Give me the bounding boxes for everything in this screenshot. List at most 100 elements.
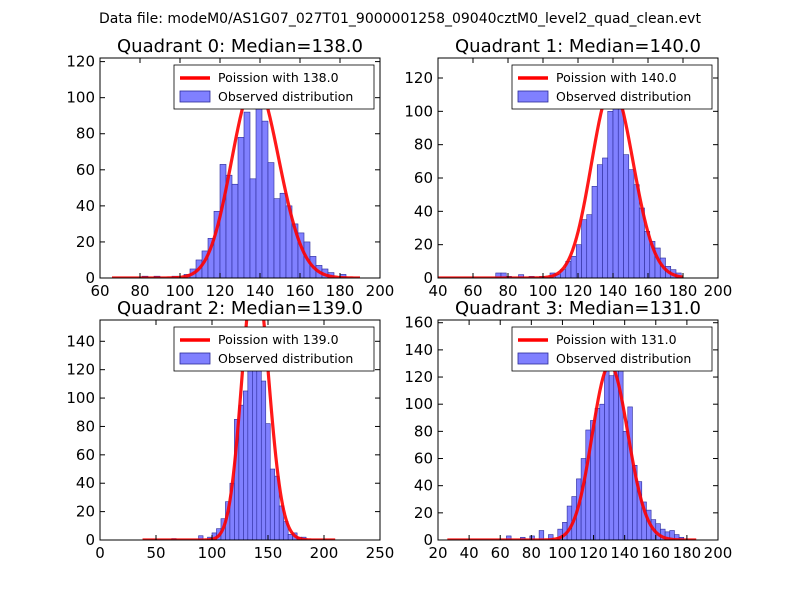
poisson-curve (438, 85, 684, 278)
histogram-bar (627, 406, 633, 540)
plot-area (112, 80, 361, 278)
x-tick-label: 120 (564, 282, 593, 300)
x-tick-label: 60 (463, 282, 482, 300)
histogram-bar (575, 244, 582, 278)
subplot-title: Quadrant 3: Median=131.0 (455, 298, 701, 319)
legend-label-observed: Observed distribution (556, 89, 691, 104)
y-tick-label: 120 (404, 69, 433, 87)
histogram-bar (269, 468, 276, 540)
y-tick-label: 120 (66, 361, 95, 379)
histogram-bar (617, 97, 624, 278)
y-tick-label: 60 (76, 161, 95, 179)
plot-area (142, 320, 336, 540)
x-tick-label: 160 (634, 282, 663, 300)
plot-area (438, 85, 684, 278)
x-tick-label: 200 (704, 544, 733, 562)
x-tick-label: 200 (310, 544, 339, 562)
axes-frame (99, 319, 381, 541)
histogram-bar (612, 94, 619, 278)
histogram-bar (622, 431, 629, 540)
figure-suptitle: Data file: modeM0/AS1G07_027T01_90000012… (99, 11, 701, 27)
y-tick-label: 60 (76, 446, 95, 464)
y-tick-label: 40 (414, 477, 433, 495)
x-tick-label: 150 (254, 544, 283, 562)
histogram-bar (538, 530, 545, 540)
x-tick-label: 100 (548, 544, 577, 562)
x-tick-label: 200 (366, 282, 395, 300)
y-tick-label: 40 (76, 474, 95, 492)
y-tick-label: 100 (404, 395, 433, 413)
legend-bar-swatch (517, 352, 549, 365)
legend-label-poisson: Poission with 139.0 (218, 332, 339, 347)
histogram-bar (602, 157, 609, 278)
axes-frame (99, 57, 381, 279)
legend: Poission with 131.0 Observed distribution (511, 326, 713, 372)
histogram-bar (500, 272, 507, 278)
x-tick-label: 100 (529, 282, 558, 300)
histogram-bar (265, 423, 271, 540)
histogram-bar (256, 345, 262, 540)
x-tick-label: 80 (130, 282, 149, 300)
histogram-bar (591, 186, 598, 278)
subplots-grid: Quadrant 0: Median=138.060 80 100 120 140 160… (66, 36, 732, 562)
histogram-bar (596, 164, 603, 278)
y-tick-label: 120 (66, 53, 95, 71)
poisson-curve (112, 80, 361, 278)
y-tick-label: 40 (76, 197, 95, 215)
x-tick-label: 50 (146, 544, 165, 562)
y-tick-label: 100 (66, 89, 95, 107)
x-tick-label: 180 (669, 282, 698, 300)
y-tick-label: 60 (414, 450, 433, 468)
histogram-bar (581, 219, 588, 278)
legend-bar-swatch (517, 90, 549, 103)
histogram-bar (243, 390, 249, 540)
y-tick-label: 80 (414, 136, 433, 154)
y-tick-label: 20 (414, 236, 433, 254)
y-tick-label: 80 (76, 417, 95, 435)
histogram-bar (599, 403, 605, 540)
x-tick-label: 180 (326, 282, 355, 300)
y-tick-label: 80 (414, 422, 433, 440)
subplot-quadrant-1: Quadrant 1: Median=140.0 40 60 80 100 120 140 1… (404, 36, 732, 300)
legend: Poission with 139.0 Observed distribution (173, 326, 375, 372)
legend: Poission with 138.0 Observed distribution (173, 64, 375, 110)
plot-area (447, 341, 697, 540)
legend-label-observed: Observed distribution (556, 351, 691, 366)
histogram-bar (594, 407, 601, 540)
y-tick-label: 0 (85, 531, 95, 549)
x-tick-label: 40 (460, 544, 479, 562)
legend-bar-swatch (179, 90, 211, 103)
histogram-bar (628, 169, 635, 278)
x-tick-label: 140 (599, 282, 628, 300)
x-tick-label: 40 (428, 282, 447, 300)
x-tick-label: 60 (491, 544, 510, 562)
histogram-bar (623, 154, 630, 278)
histogram-bar (247, 369, 253, 540)
histogram-bar (261, 120, 269, 278)
legend-label-observed: Observed distribution (218, 89, 353, 104)
x-tick-label: 80 (498, 282, 517, 300)
legend: Poission with 140.0 Observed distribution (511, 64, 713, 110)
x-tick-label: 180 (673, 544, 702, 562)
y-tick-label: 0 (85, 269, 95, 287)
x-tick-label: 0 (95, 544, 105, 562)
x-tick-label: 160 (641, 544, 670, 562)
histogram-bar (243, 111, 251, 278)
x-tick-label: 120 (579, 544, 608, 562)
histogram-bar (249, 178, 257, 278)
x-tick-label: 160 (286, 282, 315, 300)
y-tick-label: 40 (414, 202, 433, 220)
histogram-bar (607, 111, 614, 278)
histogram-bar (237, 137, 245, 278)
subplot-quadrant-2: Quadrant 2: Median=139.0 0 50 100 150 200 250 0… (66, 298, 394, 562)
histogram-bar (586, 214, 593, 278)
legend-label-observed: Observed distribution (218, 351, 353, 366)
y-tick-label: 0 (423, 269, 433, 287)
y-tick-label: 20 (76, 233, 95, 251)
x-tick-label: 100 (198, 544, 227, 562)
subplot-title: Quadrant 2: Median=139.0 (117, 298, 363, 319)
x-tick-label: 140 (246, 282, 275, 300)
histogram-bar (260, 380, 267, 540)
x-tick-label: 20 (428, 544, 447, 562)
